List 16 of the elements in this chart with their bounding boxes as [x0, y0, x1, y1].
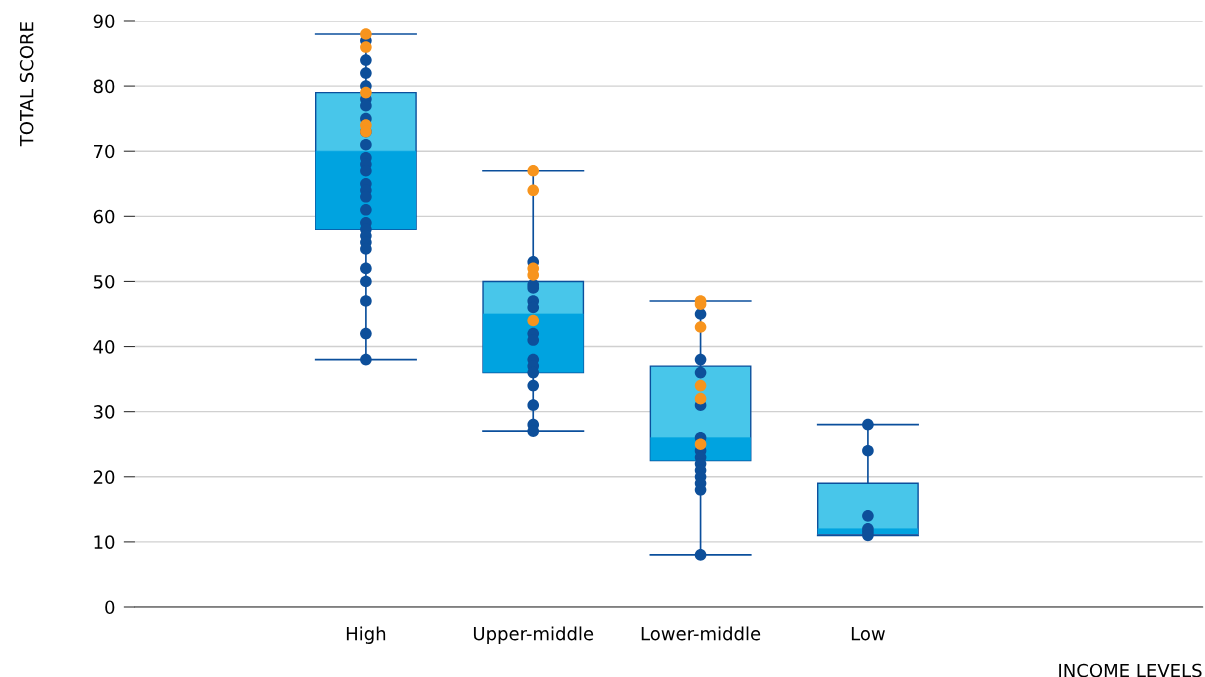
x-tick-label: Lower-middle — [641, 626, 761, 641]
y-tick-label: 10 — [94, 535, 115, 549]
y-tick-label: 90 — [93, 14, 115, 29]
y-tick-label: 60 — [93, 209, 115, 224]
y-tick-label: 50 — [93, 274, 115, 289]
y-tick-label: 70 — [94, 144, 115, 159]
x-axis-title: INCOME LEVELS — [1059, 663, 1202, 677]
x-tick-label: High — [346, 626, 386, 644]
y-axis-title: TOTAL SCORE — [19, 22, 34, 147]
y-tick-label: 40 — [93, 340, 115, 354]
y-tick-label: 20 — [93, 470, 115, 484]
y-tick-label: 0 — [105, 600, 115, 615]
x-tick-label: Upper-middle — [473, 626, 594, 644]
y-tick-label: 80 — [93, 79, 115, 94]
x-tick-label: Low — [851, 627, 885, 641]
y-tick-label: 30 — [93, 405, 115, 419]
